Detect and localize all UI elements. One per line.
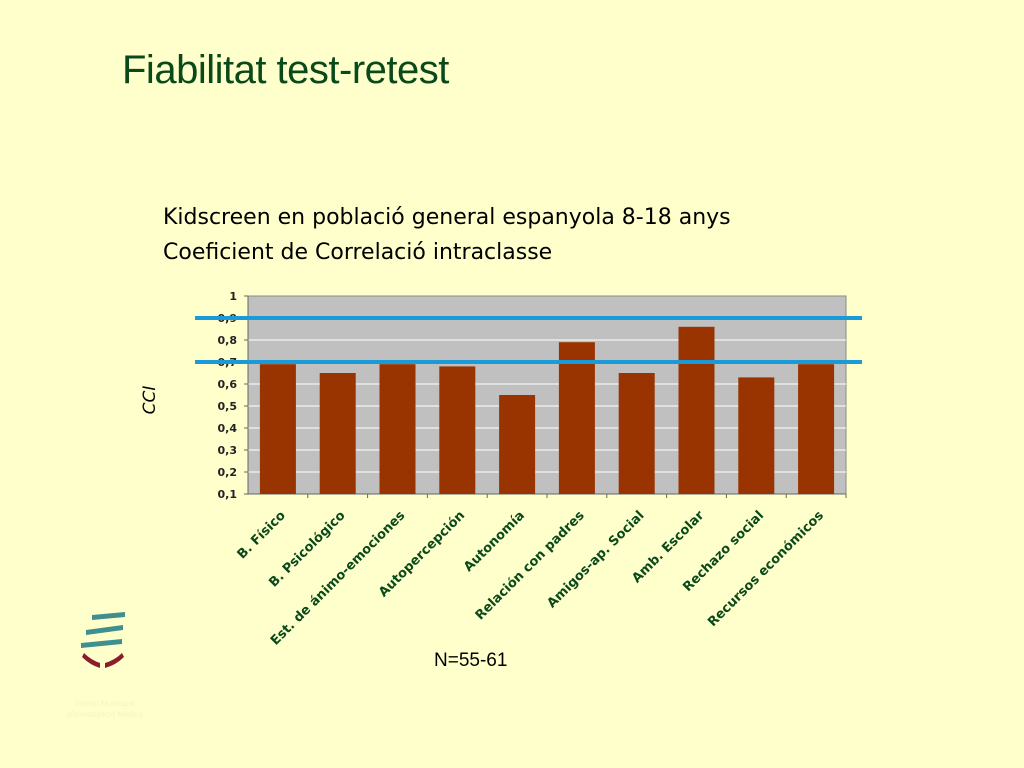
chart-subtitle-line2: Coeficient de Correlació intraclasse [163,240,553,265]
y-tick-label: 0,2 [218,466,238,479]
chart-subtitle-line1: Kidscreen en població general espanyola … [163,205,731,230]
x-tick-label: Amigos-ap. Social [545,508,648,611]
y-axis-label: CCI [140,386,160,415]
bar [738,377,775,494]
bar [259,364,296,494]
x-tick-label: Relación con padres [473,508,588,623]
y-tick-label: 0,4 [218,422,238,435]
institution-name: Institut Municipal d'Investigació Mèdica [30,698,180,720]
y-tick-label: 0,5 [218,400,238,413]
institution-logo-icon [81,612,125,668]
bar [798,364,835,494]
bar [558,342,595,494]
sample-size-note: N=55-61 [434,650,508,671]
y-tick-label: 0,3 [218,444,238,457]
bar [379,364,416,494]
bar [618,373,655,494]
x-tick-label: B. Físico [235,508,289,562]
bar [439,366,476,494]
y-tick-label: 0,8 [218,334,238,347]
x-tick-label: Recursos económicos [705,508,827,630]
y-tick-label: 0,1 [218,488,238,501]
institution-name-line2: d'Investigació Mèdica [66,710,144,719]
bar [319,373,356,494]
institution-name-line1: Institut Municipal [75,699,135,708]
y-tick-label: 1 [229,290,237,303]
y-tick-label: 0,6 [218,378,238,391]
x-tick-label: Autonomía [461,508,528,575]
slide-title: Fiabilitat test-retest [122,48,449,92]
bar [499,395,536,494]
bar [678,326,715,494]
